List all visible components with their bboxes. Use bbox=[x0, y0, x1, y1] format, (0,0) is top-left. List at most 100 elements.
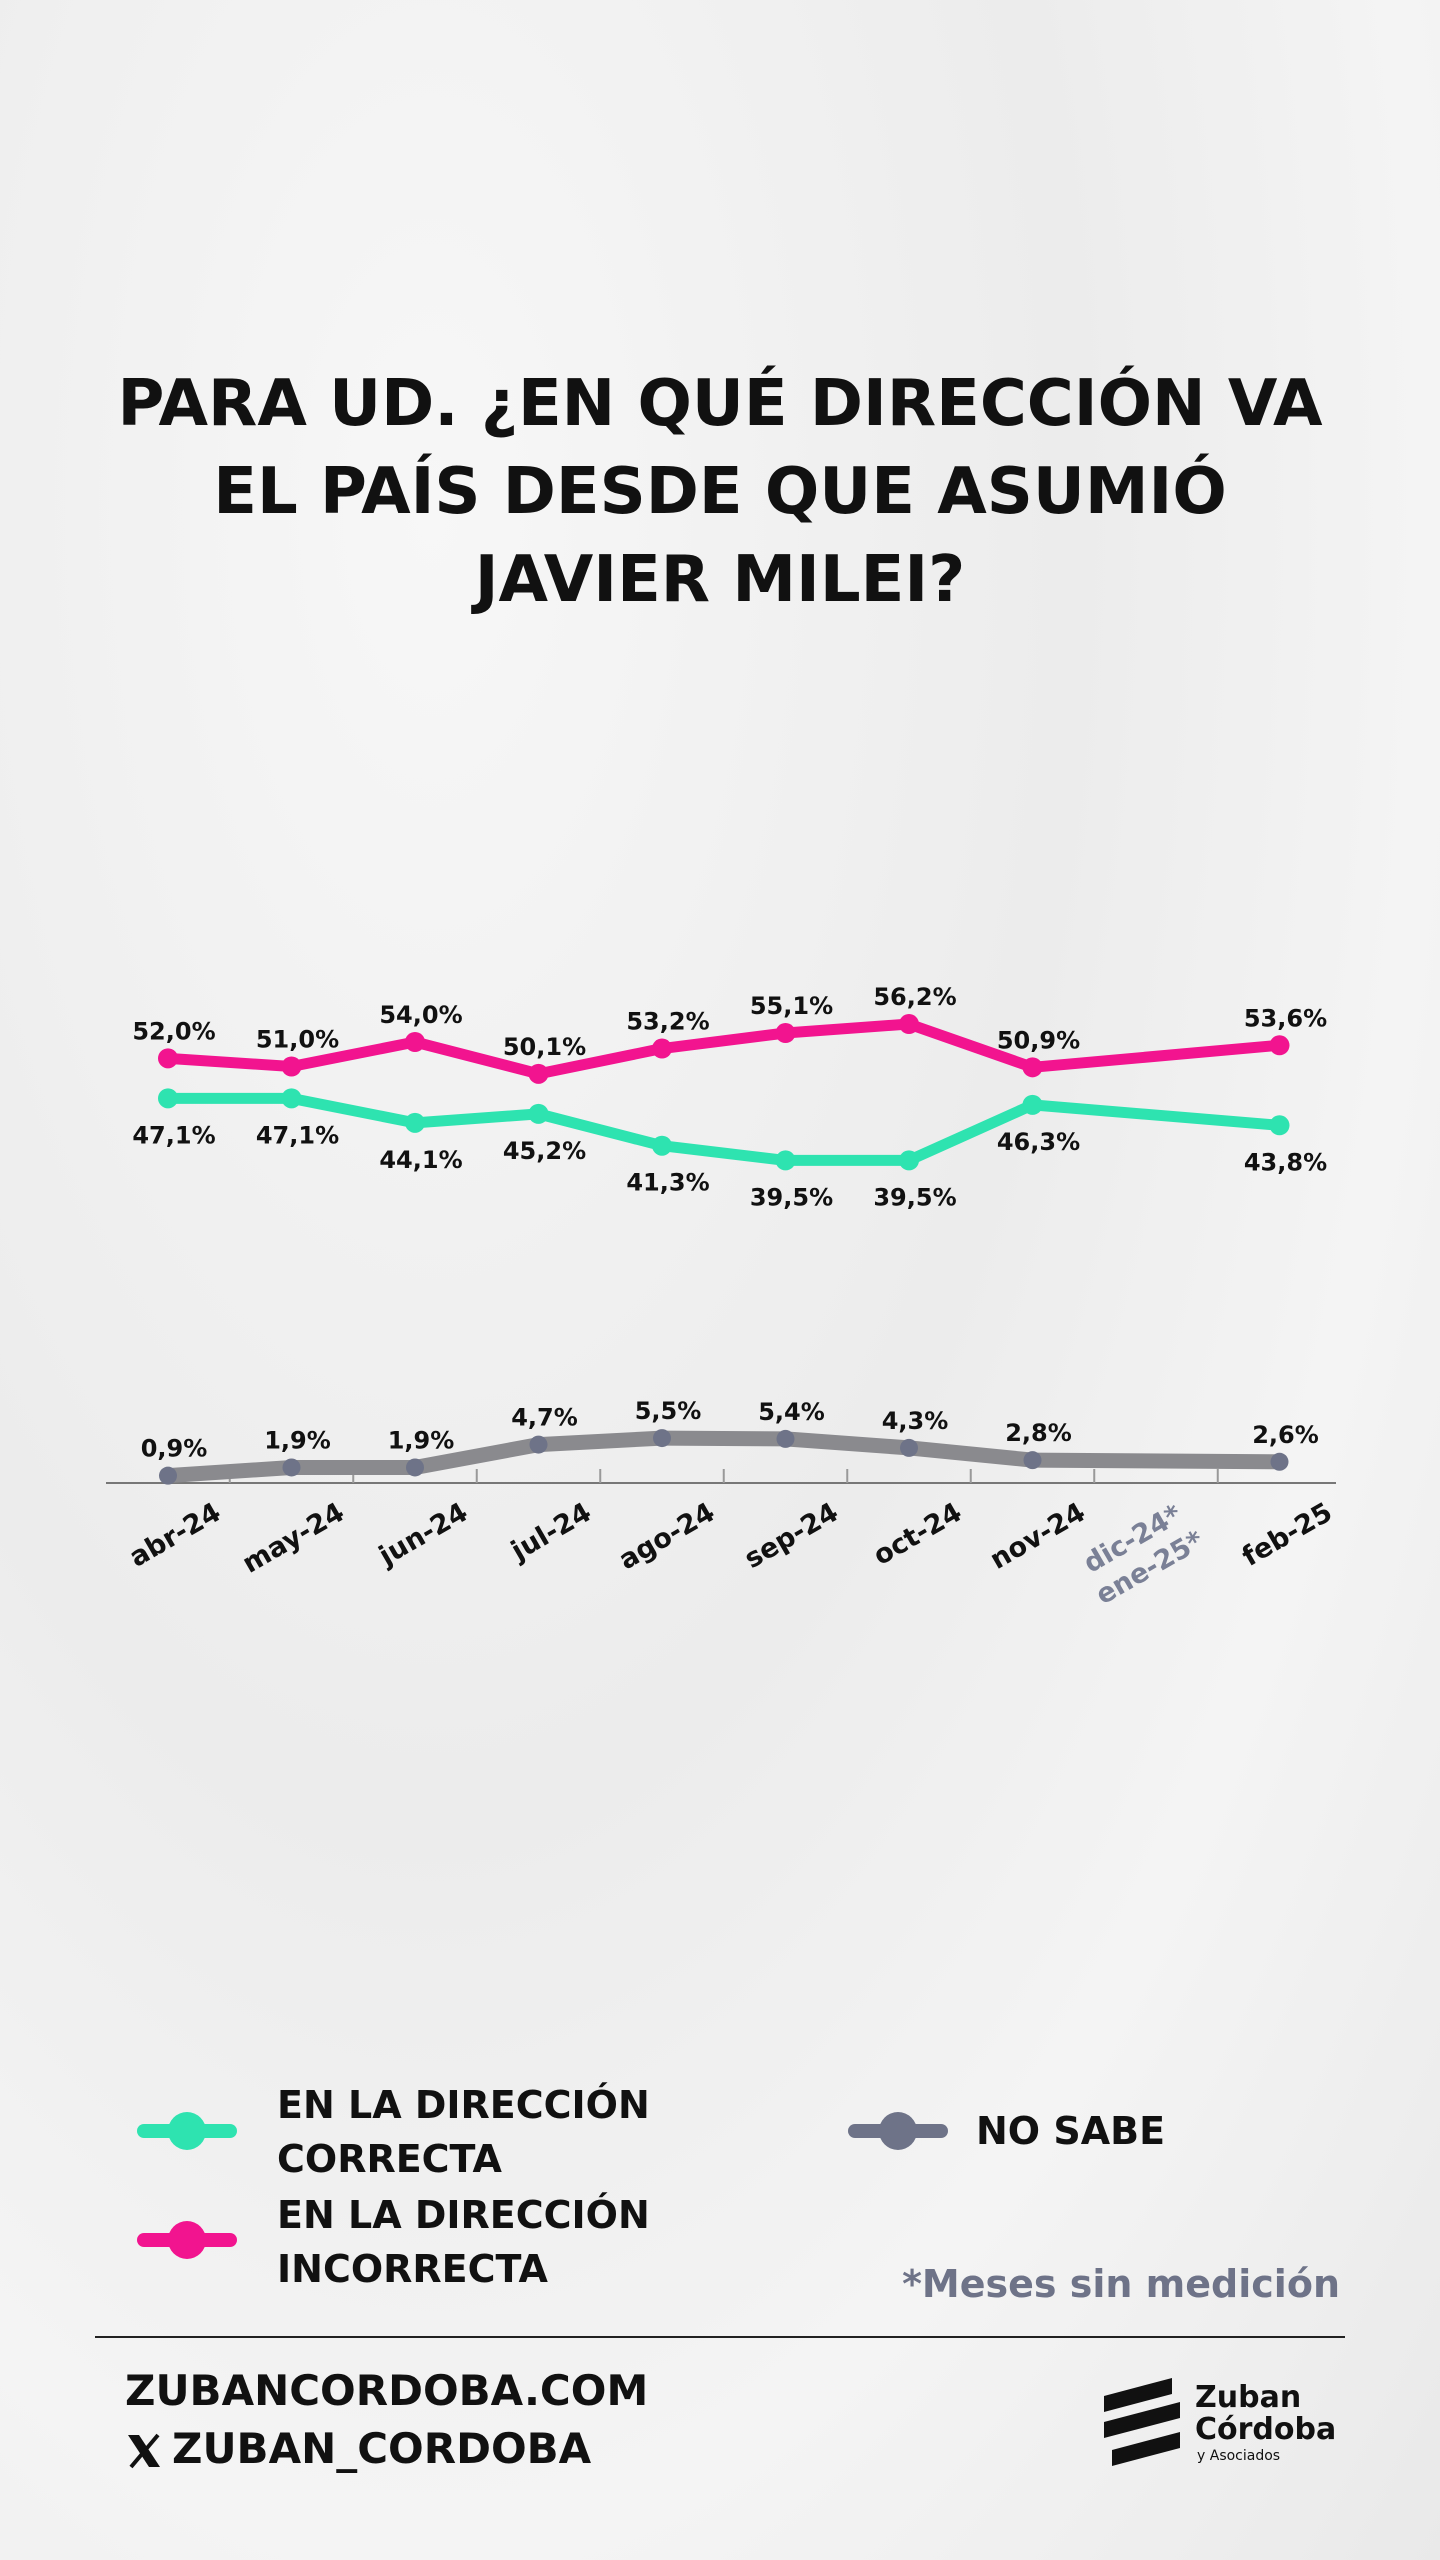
data-label: 2,6% bbox=[1252, 1421, 1319, 1449]
series-line bbox=[901, 1440, 1040, 1468]
data-label: 56,2% bbox=[873, 983, 956, 1011]
x-tick-label: jul-24 bbox=[505, 1497, 596, 1568]
point bbox=[900, 1438, 918, 1457]
series-line bbox=[533, 1108, 668, 1152]
series-line bbox=[778, 1431, 917, 1456]
series-line bbox=[1025, 1452, 1287, 1470]
legend-marker bbox=[168, 2112, 206, 2150]
data-label: 5,4% bbox=[758, 1398, 825, 1426]
point bbox=[1269, 1035, 1290, 1056]
series-line bbox=[1027, 1099, 1285, 1131]
data-label: 51,0% bbox=[256, 1026, 339, 1054]
chart-title: PARA UD. ¿EN QUÉ DIRECCIÓN VA EL PAÍS DE… bbox=[117, 367, 1323, 617]
data-label: 52,0% bbox=[132, 1017, 215, 1045]
data-label: 2,8% bbox=[1005, 1419, 1072, 1447]
x-tick-label: nov-24 bbox=[985, 1497, 1091, 1576]
series-line bbox=[656, 1027, 791, 1055]
point bbox=[405, 1032, 425, 1052]
point bbox=[775, 1150, 796, 1171]
series-line bbox=[903, 1099, 1038, 1166]
series-line bbox=[162, 1052, 297, 1072]
note: *Meses sin medición bbox=[902, 2262, 1340, 2306]
x-icon bbox=[128, 2433, 160, 2469]
data-label: 39,5% bbox=[750, 1183, 833, 1211]
data-label: 5,5% bbox=[635, 1397, 702, 1425]
legend-marker bbox=[879, 2112, 917, 2150]
point bbox=[1022, 1057, 1043, 1078]
point bbox=[528, 1103, 549, 1124]
data-label: 1,9% bbox=[264, 1426, 331, 1454]
point bbox=[1022, 1094, 1043, 1115]
series-line bbox=[780, 1018, 915, 1039]
legend-marker bbox=[168, 2221, 206, 2259]
logo-tagline: y Asociados bbox=[1197, 2448, 1281, 2464]
series-line bbox=[531, 1430, 670, 1453]
data-label: 1,9% bbox=[388, 1426, 455, 1454]
social-handle: ZUBAN_CORDOBA bbox=[172, 2424, 592, 2473]
x-tick-label: may-24 bbox=[237, 1497, 349, 1580]
x-tick-label: feb-25 bbox=[1237, 1497, 1338, 1573]
data-label: 4,7% bbox=[511, 1404, 578, 1432]
point bbox=[776, 1429, 795, 1448]
data-label: 4,3% bbox=[882, 1407, 949, 1435]
point bbox=[406, 1458, 424, 1477]
data-label: 53,2% bbox=[626, 1008, 709, 1036]
point bbox=[159, 1466, 177, 1485]
point bbox=[281, 1056, 302, 1077]
point bbox=[652, 1135, 672, 1156]
separator bbox=[95, 2336, 1345, 2338]
logo-mark bbox=[1104, 2378, 1180, 2466]
website: ZUBANCORDOBA.COM bbox=[125, 2366, 649, 2415]
data-label: 46,3% bbox=[997, 1128, 1080, 1156]
series-line bbox=[656, 1140, 791, 1166]
data-label: 44,1% bbox=[379, 1146, 462, 1174]
series-line bbox=[409, 1108, 544, 1129]
series-line bbox=[533, 1043, 668, 1080]
point bbox=[899, 1014, 919, 1035]
data-label: 54,0% bbox=[379, 1001, 462, 1029]
data-label: 43,8% bbox=[1244, 1148, 1327, 1176]
point bbox=[1269, 1115, 1290, 1136]
point bbox=[652, 1038, 672, 1059]
series-line bbox=[654, 1430, 793, 1447]
legend-label: NO SABE bbox=[976, 2109, 1166, 2153]
data-label: 47,1% bbox=[256, 1121, 339, 1149]
data-label: 39,5% bbox=[873, 1183, 956, 1211]
series-line bbox=[286, 1092, 421, 1129]
x-tick-label: ago-24 bbox=[614, 1497, 720, 1576]
data-label: 47,1% bbox=[132, 1121, 215, 1149]
point bbox=[282, 1458, 301, 1477]
series-line bbox=[407, 1437, 546, 1475]
point bbox=[775, 1023, 796, 1044]
data-label: 45,2% bbox=[503, 1137, 586, 1165]
x-tick-label: oct-24 bbox=[868, 1497, 967, 1572]
series-line bbox=[1027, 1039, 1285, 1073]
data-label: 53,6% bbox=[1244, 1004, 1327, 1032]
point bbox=[281, 1088, 302, 1109]
point bbox=[158, 1088, 178, 1109]
series-line bbox=[903, 1018, 1038, 1073]
point bbox=[158, 1048, 178, 1069]
series-line bbox=[160, 1459, 299, 1484]
point bbox=[1023, 1451, 1042, 1470]
x-tick-label: jun-24 bbox=[373, 1497, 473, 1573]
data-label: 0,9% bbox=[141, 1435, 208, 1463]
point bbox=[1270, 1452, 1289, 1471]
point bbox=[528, 1063, 549, 1084]
legend-label: EN LA DIRECCIÓN CORRECTA bbox=[277, 2083, 650, 2181]
data-label: 41,3% bbox=[626, 1169, 709, 1197]
logo-name: Córdoba bbox=[1195, 2412, 1337, 2447]
point bbox=[529, 1435, 548, 1454]
data-label: 50,9% bbox=[997, 1026, 1080, 1054]
point bbox=[405, 1112, 425, 1133]
logo-name: Zuban bbox=[1195, 2380, 1302, 2415]
data-label: 55,1% bbox=[750, 992, 833, 1020]
series-line bbox=[409, 1036, 544, 1080]
legend-label: EN LA DIRECCIÓN INCORRECTA bbox=[277, 2193, 650, 2291]
data-label: 50,1% bbox=[503, 1033, 586, 1061]
point bbox=[899, 1150, 919, 1171]
point bbox=[653, 1429, 671, 1448]
x-tick-label: sep-24 bbox=[739, 1497, 843, 1575]
